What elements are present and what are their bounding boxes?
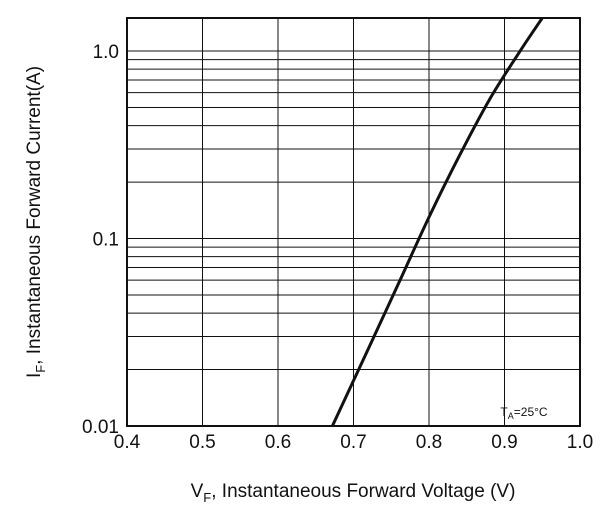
annotation-sub: A (508, 411, 514, 421)
annotation-rest: =25°C (514, 405, 548, 419)
forward-current-curve (331, 17, 544, 427)
temperature-annotation: TA=25°C (500, 405, 548, 421)
x-axis-title-rest: , Instantaneous Forward Voltage (V) (211, 481, 515, 502)
x-axis-title-sub: F (203, 490, 211, 505)
x-tick-label: 1.0 (567, 432, 593, 453)
y-axis-title-sub: F (33, 365, 48, 373)
y-axis-title: IF, Instantaneous Forward Current(A) (24, 66, 48, 378)
x-tick-label: 0.4 (114, 432, 141, 453)
y-tick-labels: 0.01 0.1 1.0 (82, 42, 119, 438)
y-axis-title-main: I (24, 373, 45, 378)
x-tick-labels: 0.4 0.5 0.6 0.7 0.8 0.9 1.0 (114, 432, 593, 453)
plot-frame (126, 17, 581, 427)
gridlines (127, 18, 580, 426)
x-tick-label: 0.6 (265, 432, 291, 453)
x-tick-label: 0.8 (416, 432, 442, 453)
y-tick-label: 0.01 (82, 417, 119, 438)
x-tick-label: 0.5 (189, 432, 215, 453)
y-axis-title-rest: , Instantaneous Forward Current(A) (24, 66, 45, 365)
x-axis-title-main: V (191, 481, 204, 502)
x-tick-label: 0.7 (340, 432, 366, 453)
y-tick-label: 1.0 (93, 42, 119, 63)
annotation-main: T (500, 405, 508, 419)
y-tick-label: 0.1 (93, 230, 119, 251)
x-axis-title: VF, Instantaneous Forward Voltage (V) (191, 481, 516, 505)
x-tick-label: 0.9 (491, 432, 517, 453)
